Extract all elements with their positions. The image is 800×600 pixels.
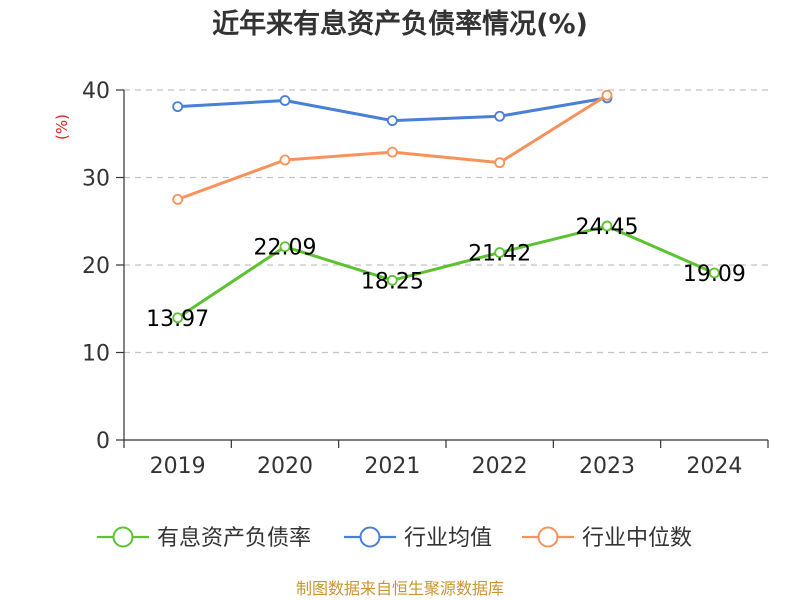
legend-circle-marker bbox=[359, 526, 381, 548]
data-label: 21.42 bbox=[468, 242, 531, 267]
legend-item[interactable]: 行业均值 bbox=[344, 526, 492, 551]
legend-label: 行业均值 bbox=[404, 526, 492, 551]
data-point[interactable] bbox=[708, 267, 720, 279]
data-point[interactable] bbox=[172, 101, 184, 113]
legend[interactable]: 有息资产负债率 行业均值 行业中位数 bbox=[97, 526, 692, 551]
axes: 0 10 20 30 40 2019 2020 2021 2022 2023 2024 bbox=[82, 79, 769, 479]
data-point[interactable] bbox=[172, 193, 184, 205]
x-tick-label: 2024 bbox=[686, 454, 742, 479]
data-label: 22.09 bbox=[254, 236, 317, 261]
legend-circle-marker bbox=[537, 526, 559, 548]
data-point[interactable] bbox=[172, 312, 184, 324]
data-label: 24.45 bbox=[576, 215, 639, 240]
series-lines bbox=[172, 89, 720, 324]
data-labels: 13.97 22.09 18.25 21.42 24.45 19.09 bbox=[146, 215, 746, 332]
chart-title: 近年来有息资产负债率情况(%) bbox=[212, 8, 588, 40]
data-point[interactable] bbox=[494, 157, 506, 169]
legend-item[interactable]: 有息资产负债率 bbox=[97, 526, 311, 551]
x-tick-label: 2020 bbox=[257, 454, 313, 479]
legend-label: 行业中位数 bbox=[582, 526, 692, 551]
data-point[interactable] bbox=[279, 154, 291, 166]
legend-circle-marker bbox=[112, 526, 134, 548]
data-point[interactable] bbox=[386, 146, 398, 158]
x-tick-label: 2023 bbox=[579, 454, 635, 479]
y-tick-label: 30 bbox=[82, 167, 110, 192]
gridlines bbox=[124, 89, 768, 354]
y-tick-label: 40 bbox=[82, 79, 110, 104]
data-label: 13.97 bbox=[146, 307, 209, 332]
y-tick-label: 0 bbox=[96, 429, 110, 454]
data-point[interactable] bbox=[386, 115, 398, 127]
data-label: 19.09 bbox=[683, 262, 746, 287]
data-point[interactable] bbox=[279, 95, 291, 106]
source-note: 制图数据来自恒生聚源数据库 bbox=[296, 579, 504, 598]
data-point[interactable] bbox=[601, 220, 613, 232]
series-line-0 bbox=[176, 224, 716, 320]
y-tick-label: 10 bbox=[82, 342, 110, 367]
data-point[interactable] bbox=[494, 110, 506, 122]
y-axis-unit-label: (%) bbox=[53, 114, 71, 140]
data-label: 18.25 bbox=[361, 269, 424, 294]
legend-label: 有息资产负债率 bbox=[157, 526, 311, 551]
x-tick-label: 2021 bbox=[364, 454, 420, 479]
x-tick-label: 2022 bbox=[472, 454, 528, 479]
x-tick-label: 2019 bbox=[150, 454, 206, 479]
data-point[interactable] bbox=[601, 89, 613, 101]
data-point[interactable] bbox=[386, 274, 398, 286]
data-point[interactable] bbox=[279, 241, 291, 253]
data-point[interactable] bbox=[494, 247, 506, 258]
y-tick-label: 20 bbox=[82, 254, 110, 279]
legend-item[interactable]: 行业中位数 bbox=[522, 526, 692, 551]
